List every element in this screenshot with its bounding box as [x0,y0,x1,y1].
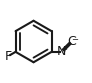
Text: +: + [61,47,67,53]
Text: N: N [57,45,66,58]
Text: C: C [68,35,76,48]
Text: −: − [71,35,78,44]
Text: F: F [5,50,12,62]
